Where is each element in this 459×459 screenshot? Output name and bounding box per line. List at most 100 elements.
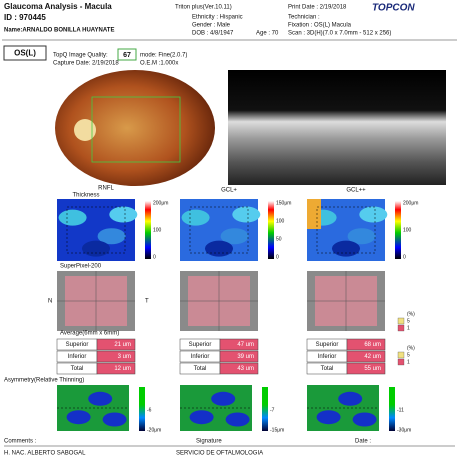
quality-value: 67: [123, 52, 131, 59]
row-value: 43 um: [237, 366, 254, 372]
asym-blob: [102, 412, 127, 427]
asym-bar: [262, 387, 268, 431]
map-frame: [189, 206, 249, 254]
column-label: RNFL: [98, 186, 114, 192]
asym-blob: [189, 410, 214, 425]
row-value: 39 um: [237, 354, 254, 360]
row-name: Superior: [66, 342, 89, 348]
oct-image: [228, 70, 446, 185]
scale-label: 0: [276, 254, 279, 260]
brand: TOPCON: [372, 3, 415, 14]
map-frame: [316, 206, 376, 254]
scale-label: 50: [276, 236, 282, 242]
scale-label: 100: [276, 218, 285, 224]
row-value-cell: [346, 350, 386, 363]
row-name: Total: [71, 366, 84, 372]
color-bar: [145, 201, 151, 259]
row-value-cell: [96, 362, 136, 375]
legend-swatch: [397, 351, 405, 359]
map-blob: [332, 240, 360, 257]
scale-label: 0: [153, 254, 156, 260]
column-sublabel: Thickness: [72, 193, 99, 199]
map-frame: [66, 206, 126, 254]
row-value-cell: [96, 350, 136, 363]
print-date: Print Date : 2/19/2018: [288, 5, 347, 11]
comments: Comments :: [4, 439, 37, 445]
column-label: GCL+: [221, 188, 237, 194]
oem: O.E.M :1.000x: [140, 61, 178, 67]
scan: Scan : 3D(H)(7.0 x 7.0mm - 512 x 256): [288, 31, 391, 37]
title: Glaucoma Analysis - Macula: [4, 2, 112, 11]
map-blob: [347, 228, 376, 245]
nasal: N: [48, 299, 52, 305]
row-name: Superior: [316, 342, 339, 348]
legend-label: 5: [407, 318, 410, 324]
map-blob: [359, 206, 388, 223]
row-value: 42 um: [364, 354, 381, 360]
legend-swatch: [397, 358, 405, 366]
row-value: 47 um: [237, 342, 254, 348]
row-value: 21 um: [114, 342, 131, 348]
column-label: GCL++: [346, 188, 366, 194]
signature: Signature: [196, 439, 222, 445]
age: Age : 70: [256, 31, 279, 37]
asym-label: -6: [147, 407, 152, 413]
patient-name: Name:ARNALDO BONILLA HUAYNATE: [4, 28, 114, 34]
asym-blob: [338, 391, 363, 406]
average: Average(6mm x 6mm): [60, 331, 119, 337]
scale-label: 200μm: [403, 200, 418, 206]
row-name: Inferior: [318, 354, 337, 360]
scale-label: 0: [403, 254, 406, 260]
map-blob: [181, 209, 210, 226]
map-blob: [220, 228, 249, 245]
asym-label: -30μm: [397, 427, 411, 433]
asym-blob: [211, 391, 236, 406]
eye-box: [3, 45, 47, 61]
asym-blob: [352, 412, 377, 427]
asym-label: -20μm: [147, 427, 161, 433]
row-name: Total: [194, 366, 207, 372]
dob: DOB : 4/8/1947: [192, 31, 234, 37]
row-name: Inferior: [191, 354, 210, 360]
legend-unit: (%): [407, 311, 415, 317]
map-blob: [58, 209, 87, 226]
quality-label: TopQ Image Quality:: [53, 53, 108, 59]
asym-label: -7: [270, 407, 275, 413]
row-value-cell: [346, 338, 386, 351]
map-blob: [97, 228, 126, 245]
row-value: 55 um: [364, 366, 381, 372]
map-blob: [205, 240, 233, 257]
version: Triton plus(Ver.10.11): [175, 5, 232, 11]
row-value: 12 um: [114, 366, 131, 372]
row-value-cell: [96, 338, 136, 351]
scan-area: [91, 96, 181, 163]
asymmetry-label: Asymmetry(Relative Thinning): [4, 378, 84, 384]
capture-date: Capture Date: 2/19/2018: [53, 61, 119, 67]
row-value: 3 um: [118, 354, 131, 360]
asym-bar: [139, 387, 145, 431]
eye: OS(L): [14, 49, 36, 58]
asym-blob: [225, 412, 250, 427]
asym-blob: [88, 391, 113, 406]
ethnicity: Ethnicity : Hispanic: [192, 15, 243, 21]
map-hot: [307, 199, 321, 229]
patient-id: ID : 970445: [4, 13, 46, 22]
asym-bar: [389, 387, 395, 431]
legend-label: 5: [407, 352, 410, 358]
color-bar: [395, 201, 401, 259]
asym-blob: [66, 410, 91, 425]
legend-swatch: [397, 317, 405, 325]
map-blob: [232, 206, 261, 223]
mode: mode: Fine(2.0.7): [140, 53, 187, 59]
map-blob: [109, 206, 138, 223]
temporal: T: [145, 299, 149, 305]
gender: Gender : Male: [192, 23, 231, 29]
legend-unit: (%): [407, 345, 415, 351]
footer-left: H. NAC. ALBERTO SABOGAL: [4, 451, 86, 457]
fundus-image: [55, 70, 215, 186]
fixation: Fixation : OS(L) Macula: [288, 23, 352, 29]
row-value-cell: [219, 362, 259, 375]
date: Date :: [355, 439, 371, 445]
asym-blob: [316, 410, 341, 425]
map-blob: [82, 240, 110, 257]
